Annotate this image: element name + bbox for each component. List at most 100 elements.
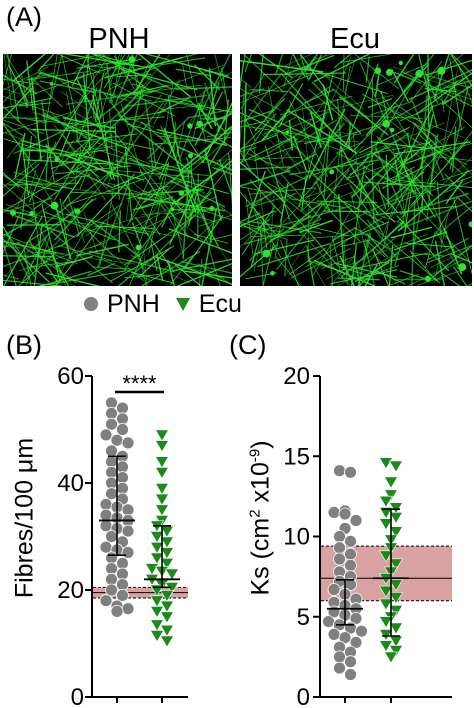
data-point-ecu [388, 645, 404, 658]
fibre-line [410, 167, 420, 211]
fibre-line [246, 220, 322, 234]
fibre-line [449, 54, 472, 88]
fibre-node [187, 123, 193, 129]
fibre-line [55, 255, 93, 268]
fibre-line [374, 71, 381, 98]
fibre-line [3, 209, 94, 226]
fibre-line [286, 109, 358, 155]
fibre-line [32, 129, 116, 133]
fibre-line [266, 182, 312, 208]
fibre-line [182, 63, 188, 89]
fibre-line [386, 274, 419, 286]
data-point-ecu [164, 568, 180, 581]
panel-b-label: (B) [6, 330, 42, 360]
fibre-line [332, 145, 341, 212]
fibre-line [164, 98, 232, 113]
fibre-line [25, 155, 70, 232]
data-point-pnh [105, 487, 118, 501]
fibre-line [298, 134, 320, 207]
fibre-line [158, 135, 178, 180]
fibre-line [18, 254, 54, 286]
fibre-node [458, 263, 467, 272]
fibre-line [421, 73, 472, 89]
fibre-line [352, 133, 363, 206]
fibre-line [205, 236, 221, 286]
fibre-line [381, 114, 439, 160]
fibre-line [3, 54, 13, 113]
data-point-ecu [159, 611, 175, 624]
data-point-ecu [378, 616, 394, 629]
fibre-line [85, 159, 115, 163]
fibre-line [250, 238, 260, 268]
fibre-line [54, 165, 132, 175]
fibre-line [286, 153, 316, 171]
fibre-line [385, 154, 390, 208]
fibre-line [129, 226, 155, 286]
fibre-line [332, 236, 341, 273]
fibre-line [318, 109, 327, 145]
data-point-pnh [121, 503, 135, 517]
fibre-line [249, 228, 285, 262]
fibre-line [112, 61, 140, 67]
fibre-line [357, 232, 372, 286]
fibre-line [61, 204, 114, 256]
fibre-line [240, 222, 264, 237]
data-point-pnh [99, 594, 113, 608]
fibre-line [254, 97, 286, 132]
data-point-pnh [327, 583, 341, 596]
fibre-line [120, 79, 153, 114]
fibre-line [443, 79, 472, 90]
fibre-line [376, 205, 457, 216]
data-point-ecu [154, 467, 170, 479]
fibre-line [258, 54, 293, 79]
data-point-ecu [383, 651, 399, 664]
fibre-line [66, 213, 150, 235]
fibre-line [281, 73, 333, 132]
data-point-ecu [383, 489, 399, 502]
fibre-line [59, 198, 71, 260]
y-tick-label: 40 [57, 470, 84, 497]
fibre-line [117, 255, 155, 286]
fibre-node [437, 66, 446, 75]
data-point-pnh [116, 471, 129, 485]
fibre-line [175, 121, 186, 160]
data-point-pnh [333, 530, 346, 543]
fibre-line [163, 127, 197, 213]
fibrin-network-pnh [3, 54, 232, 286]
fibre-line [316, 200, 378, 204]
fibre-line [376, 135, 432, 194]
fibre-line [171, 160, 232, 206]
data-point-pnh [99, 428, 113, 442]
fibre-line [54, 75, 97, 107]
fibre-line [345, 156, 370, 181]
fibre-line [344, 59, 356, 94]
fibre-line [308, 88, 361, 133]
fibre-line [394, 159, 402, 187]
fibre-line [262, 205, 352, 232]
fibre-line [3, 197, 53, 213]
fibre-line [216, 109, 232, 132]
fibre-line [278, 129, 321, 172]
data-point-ecu [159, 547, 175, 560]
fibre-line [193, 233, 229, 244]
fibre-line [27, 169, 37, 198]
fibre-node [188, 153, 193, 159]
fibre-line [240, 137, 292, 164]
fibre-line [389, 176, 472, 206]
data-point-pnh [333, 464, 346, 478]
data-point-pnh [105, 530, 118, 543]
fibre-line [110, 202, 146, 272]
fibre-line [140, 120, 173, 148]
fibre-line [200, 163, 232, 203]
fibre-line [430, 133, 439, 185]
fibre-line [76, 173, 135, 238]
fibre-line [215, 202, 232, 216]
fibre-line [245, 174, 312, 208]
data-point-pnh [349, 514, 363, 527]
data-point-ecu [388, 622, 404, 635]
fibre-line [325, 121, 389, 143]
data-point-ecu [159, 557, 175, 570]
fibre-line [280, 95, 353, 116]
fibre-line [240, 88, 265, 98]
fibre-line [113, 55, 136, 90]
